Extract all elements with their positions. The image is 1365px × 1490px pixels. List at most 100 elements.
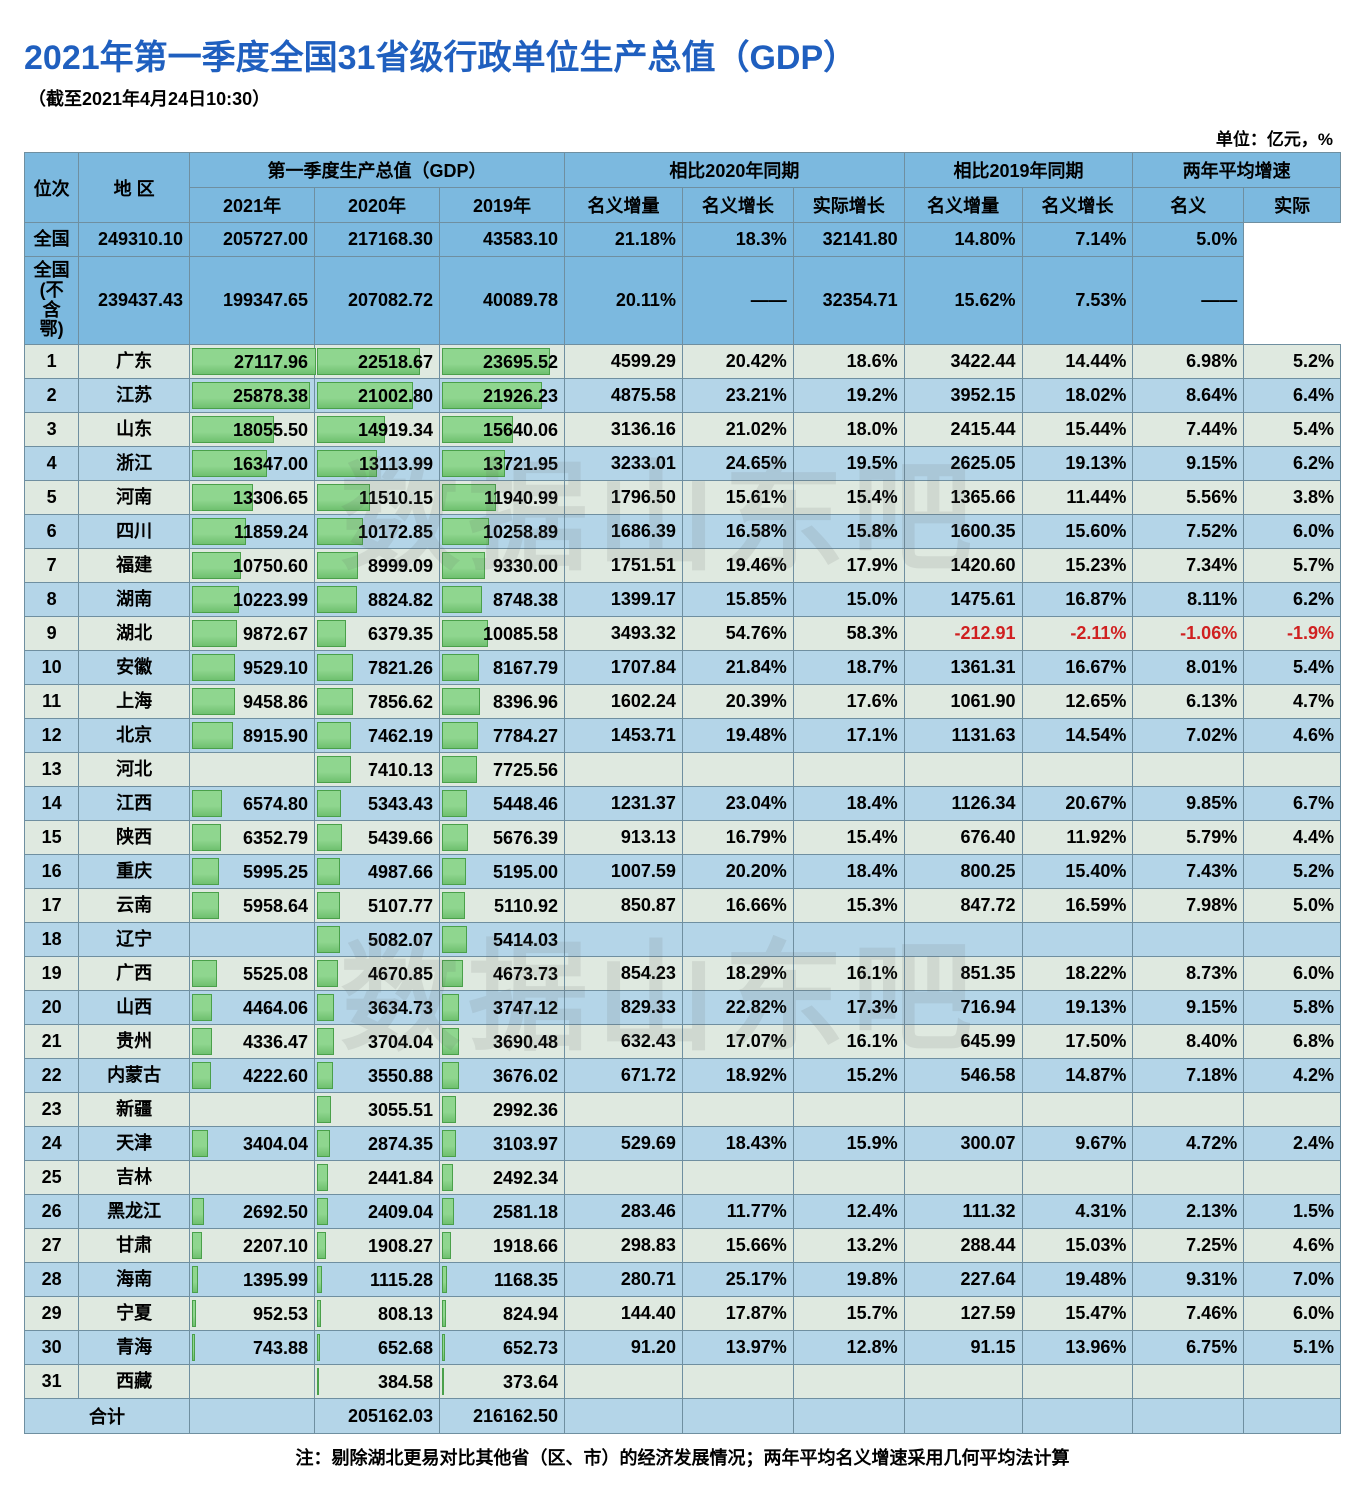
gdp-bar-cell: 4673.73 <box>440 957 565 991</box>
table-cell: 16.59% <box>1022 889 1133 923</box>
colgroup-2yavg: 两年平均增速 <box>1133 153 1341 188</box>
unit-label: 单位：亿元，% <box>24 125 1341 150</box>
gdp-bar-cell: 8915.90 <box>190 719 315 753</box>
rank-cell: 12 <box>25 719 79 753</box>
table-cell <box>1022 753 1133 787</box>
table-cell: 3233.01 <box>565 447 683 481</box>
table-row: 13河北7410.137725.56 <box>25 753 1341 787</box>
region-cell: 上海 <box>79 685 190 719</box>
table-cell: 9.31% <box>1133 1263 1244 1297</box>
table-cell: 1751.51 <box>565 549 683 583</box>
gdp-bar-cell: 2874.35 <box>315 1127 440 1161</box>
region-cell: 北京 <box>79 719 190 753</box>
region-cell: 天津 <box>79 1127 190 1161</box>
table-cell: 6.98% <box>1133 345 1244 379</box>
table-cell: 1707.84 <box>565 651 683 685</box>
region-cell: 海南 <box>79 1263 190 1297</box>
table-cell: 913.13 <box>565 821 683 855</box>
region-cell: 云南 <box>79 889 190 923</box>
gdp-bar-cell: 5343.43 <box>315 787 440 821</box>
table-cell: 529.69 <box>565 1127 683 1161</box>
gdp-bar-cell: 7784.27 <box>440 719 565 753</box>
table-cell: 7.53% <box>1022 257 1133 345</box>
table-cell <box>565 1365 683 1399</box>
table-cell: 4.6% <box>1244 719 1341 753</box>
rank-cell: 22 <box>25 1059 79 1093</box>
table-cell <box>1133 1161 1244 1195</box>
table-cell: 16.1% <box>793 957 904 991</box>
table-cell: 19.13% <box>1022 447 1133 481</box>
table-cell: 23.04% <box>682 787 793 821</box>
table-cell: 298.83 <box>565 1229 683 1263</box>
table-cell: 18.7% <box>793 651 904 685</box>
table-cell: 6.2% <box>1244 583 1341 617</box>
table-cell: 15.4% <box>793 481 904 515</box>
table-cell: 6.0% <box>1244 515 1341 549</box>
table-row: 5河南13306.6511510.1511940.991796.5015.61%… <box>25 481 1341 515</box>
table-cell: 18.3% <box>682 223 793 257</box>
gdp-bar-cell: 5082.07 <box>315 923 440 957</box>
table-cell: 23.21% <box>682 379 793 413</box>
gdp-bar-cell: 5439.66 <box>315 821 440 855</box>
gdp-bar-cell: 824.94 <box>440 1297 565 1331</box>
table-row: 21贵州4336.473704.043690.48632.4317.07%16.… <box>25 1025 1341 1059</box>
table-cell <box>1133 753 1244 787</box>
table-row: 17云南5958.645107.775110.92850.8716.66%15.… <box>25 889 1341 923</box>
table-cell <box>190 1399 315 1434</box>
table-cell <box>1244 1161 1341 1195</box>
table-cell: 5.4% <box>1244 413 1341 447</box>
table-cell: 15.9% <box>793 1127 904 1161</box>
table-cell: 15.85% <box>682 583 793 617</box>
gdp-bar-cell: 4222.60 <box>190 1059 315 1093</box>
table-cell <box>682 753 793 787</box>
table-cell: 5.0% <box>1133 223 1244 257</box>
gdp-bar-cell: 21926.23 <box>440 379 565 413</box>
table-cell: 851.35 <box>904 957 1022 991</box>
rank-cell: 29 <box>25 1297 79 1331</box>
colgroup-vs2019: 相比2019年同期 <box>904 153 1133 188</box>
table-cell <box>1133 923 1244 957</box>
table-cell: 14.54% <box>1022 719 1133 753</box>
table-cell <box>904 923 1022 957</box>
gdp-bar-cell: 16347.00 <box>190 447 315 481</box>
table-cell: 9.67% <box>1022 1127 1133 1161</box>
table-cell: 127.59 <box>904 1297 1022 1331</box>
table-row: 31西藏384.58373.64 <box>25 1365 1341 1399</box>
table-cell: 6.75% <box>1133 1331 1244 1365</box>
table-cell: 15.23% <box>1022 549 1133 583</box>
gdp-bar-cell: 652.68 <box>315 1331 440 1365</box>
table-cell: 16.67% <box>1022 651 1133 685</box>
table-cell: 1007.59 <box>565 855 683 889</box>
table-cell: 6.2% <box>1244 447 1341 481</box>
table-cell: 1475.61 <box>904 583 1022 617</box>
table-cell: 4.31% <box>1022 1195 1133 1229</box>
gdp-bar-cell: 2581.18 <box>440 1195 565 1229</box>
table-cell: 40089.78 <box>440 257 565 345</box>
table-cell: 15.60% <box>1022 515 1133 549</box>
table-row: 8湖南10223.998824.828748.381399.1715.85%15… <box>25 583 1341 617</box>
table-cell: 1.5% <box>1244 1195 1341 1229</box>
gdp-bar-cell: 4464.06 <box>190 991 315 1025</box>
table-cell: 18.4% <box>793 855 904 889</box>
gdp-bar-cell: 3634.73 <box>315 991 440 1025</box>
table-cell <box>565 1161 683 1195</box>
rank-cell: 28 <box>25 1263 79 1297</box>
table-cell: 239437.43 <box>79 257 190 345</box>
rank-cell: 15 <box>25 821 79 855</box>
region-cell: 山西 <box>79 991 190 1025</box>
table-cell: 11.77% <box>682 1195 793 1229</box>
region-cell: 甘肃 <box>79 1229 190 1263</box>
table-cell: 800.25 <box>904 855 1022 889</box>
table-cell: 16.87% <box>1022 583 1133 617</box>
region-cell: 安徽 <box>79 651 190 685</box>
table-cell: 3493.32 <box>565 617 683 651</box>
table-cell: 12.4% <box>793 1195 904 1229</box>
table-cell: 15.03% <box>1022 1229 1133 1263</box>
table-cell: 676.40 <box>904 821 1022 855</box>
rank-cell: 18 <box>25 923 79 957</box>
gdp-bar-cell: 7462.19 <box>315 719 440 753</box>
table-cell: 16.58% <box>682 515 793 549</box>
rank-cell: 8 <box>25 583 79 617</box>
table-cell <box>565 923 683 957</box>
gdp-bar-cell: 8999.09 <box>315 549 440 583</box>
